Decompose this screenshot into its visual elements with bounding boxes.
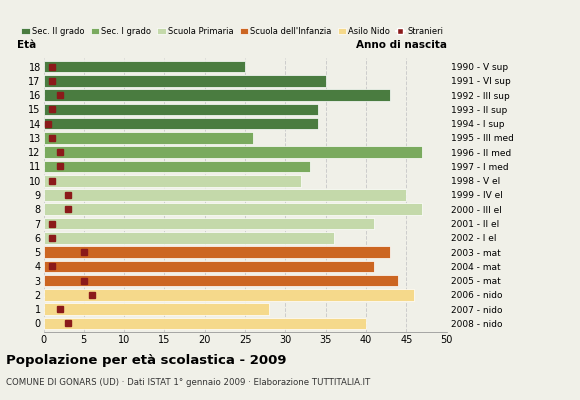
Bar xyxy=(44,132,253,144)
Bar xyxy=(44,289,414,301)
Bar xyxy=(44,118,318,130)
Bar xyxy=(44,232,333,244)
Bar xyxy=(44,204,422,215)
Bar xyxy=(44,61,245,72)
Text: COMUNE DI GONARS (UD) · Dati ISTAT 1° gennaio 2009 · Elaborazione TUTTITALIA.IT: COMUNE DI GONARS (UD) · Dati ISTAT 1° ge… xyxy=(6,378,370,387)
Bar xyxy=(44,260,374,272)
Bar xyxy=(44,246,390,258)
Bar xyxy=(44,318,366,329)
Bar xyxy=(44,175,302,186)
Bar xyxy=(44,218,374,229)
Bar xyxy=(44,275,398,286)
Bar xyxy=(44,75,326,87)
Bar xyxy=(44,146,422,158)
Bar xyxy=(44,189,407,201)
Bar xyxy=(44,89,390,101)
Bar xyxy=(44,303,269,315)
Text: Età: Età xyxy=(17,40,37,50)
Text: Anno di nascita: Anno di nascita xyxy=(356,40,447,50)
Legend: Sec. II grado, Sec. I grado, Scuola Primaria, Scuola dell'Infanzia, Asilo Nido, : Sec. II grado, Sec. I grado, Scuola Prim… xyxy=(21,26,443,36)
Bar xyxy=(44,161,310,172)
Text: Popolazione per età scolastica - 2009: Popolazione per età scolastica - 2009 xyxy=(6,354,287,367)
Bar xyxy=(44,104,318,115)
